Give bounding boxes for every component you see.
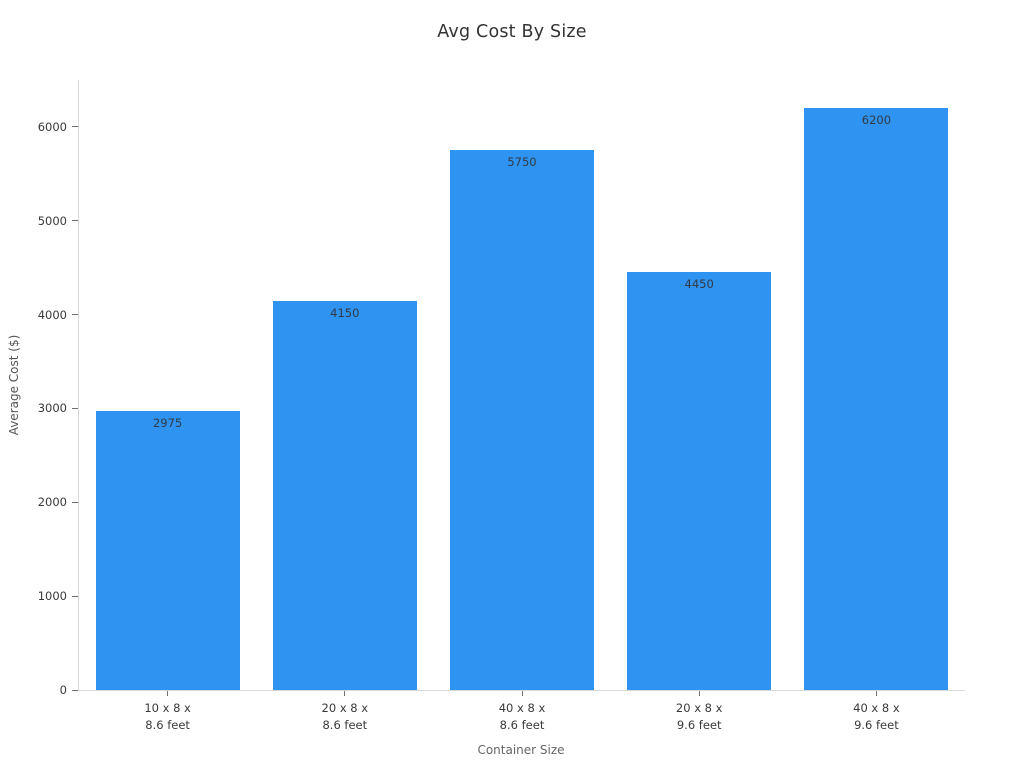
bar: 4150 [272, 300, 417, 690]
y-tick-label: 1000 [37, 589, 67, 604]
x-tick-mark [698, 691, 700, 696]
bar: 2975 [95, 410, 240, 690]
x-tick-mark [344, 691, 346, 696]
bar: 6200 [804, 108, 949, 690]
y-tick-mark [72, 407, 78, 409]
x-tick-label-line: 9.6 feet [854, 718, 899, 732]
bar-value-label: 5750 [507, 155, 537, 170]
y-axis-title: Average Cost ($) [7, 334, 21, 436]
chart-title: Avg Cost By Size [437, 22, 587, 42]
x-tick-mark [875, 691, 877, 696]
y-tick-label: 4000 [37, 307, 67, 322]
bar-value-label: 4450 [684, 277, 714, 292]
x-tick-label-line: 8.6 feet [499, 718, 545, 732]
x-tick-label-line: 8.6 feet [322, 718, 368, 732]
bar-value-label: 2975 [152, 415, 183, 430]
x-tick-label-line: 9.6 feet [676, 718, 722, 732]
x-tick-mark [167, 691, 169, 696]
y-tick-mark [72, 689, 78, 691]
bar: 5750 [450, 150, 594, 690]
y-tick-mark [72, 595, 78, 597]
x-tick-label-line: 40 x 8 x [853, 701, 900, 715]
y-tick-mark [72, 126, 78, 128]
y-tick-label: 0 [59, 683, 67, 697]
x-tick-label-line: 8.6 feet [145, 718, 190, 732]
y-tick-label: 3000 [37, 401, 67, 416]
x-tick-label: 20 x 8 x 9.6 feet [676, 700, 723, 734]
x-tick-mark [521, 691, 523, 696]
x-tick-label-line: 40 x 8 x [498, 701, 546, 715]
bar-value-label: 6200 [861, 113, 892, 128]
x-tick-label: 20 x 8 x 8.6 feet [322, 700, 369, 734]
y-tick-mark [72, 314, 78, 316]
y-tick-mark [72, 501, 78, 503]
bar: 4450 [627, 272, 772, 690]
y-tick-label: 5000 [37, 213, 67, 228]
x-tick-label-line: 10 x 8 x [144, 701, 191, 715]
y-tick-label: 6000 [37, 119, 67, 134]
bar-value-label: 4150 [330, 305, 360, 320]
x-tick-label: 40 x 8 x 8.6 feet [499, 700, 546, 734]
x-tick-label-line: 20 x 8 x [675, 701, 723, 715]
x-axis-title: Container Size [477, 743, 565, 757]
plot-area: 0 1000 2000 3000 4000 5000 6000 2975 4150 5750 44… [38, 80, 965, 732]
x-tick-label: 10 x 8 x 8.6 feet [144, 700, 191, 734]
y-tick-label: 2000 [37, 495, 67, 510]
x-tick-label-line: 20 x 8 x [321, 701, 369, 715]
x-tick-label: 40 x 8 x 9.6 feet [853, 700, 900, 734]
y-tick-mark [72, 220, 78, 222]
